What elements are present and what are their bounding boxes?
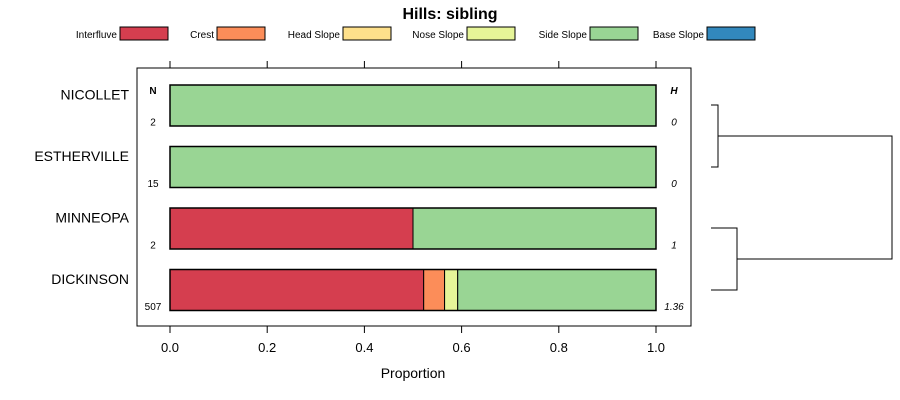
- x-tick-label: 0.2: [258, 340, 276, 355]
- h-column-header: H: [670, 86, 678, 97]
- row-label-dickinson: DICKINSON: [51, 271, 129, 287]
- legend-label-side-slope: Side Slope: [539, 30, 588, 41]
- legend-swatch-interfluve: [119, 26, 169, 41]
- x-axis-title: Proportion: [381, 365, 446, 381]
- bar-segment-dickinson-interfluve: [169, 269, 425, 311]
- h-value-minneopa: 1: [671, 241, 677, 252]
- n-value-minneopa: 2: [150, 241, 156, 252]
- legend-swatch-crest: [216, 26, 266, 41]
- legend-swatch-head-slope: [342, 26, 392, 41]
- legend-label-crest: Crest: [190, 30, 214, 41]
- dendrogram-branch-top: [711, 104, 719, 168]
- n-value-nicollet: 2: [150, 118, 156, 129]
- legend-label-nose-slope: Nose Slope: [412, 30, 464, 41]
- x-axis: 0.0 0.2 0.4 0.6 0.8 1.0: [161, 61, 665, 355]
- legend-swatch-base-slope: [706, 26, 756, 41]
- legend-label-head-slope: Head Slope: [288, 30, 341, 41]
- dendrogram-branch-bottom: [711, 227, 738, 291]
- bar-outline-nicollet: [169, 84, 657, 127]
- legend-label-interfluve: Interfluve: [76, 30, 118, 41]
- dendrogram: [711, 104, 893, 291]
- bar-segment-minneopa-interfluve: [169, 207, 414, 250]
- h-value-nicollet: 0: [671, 118, 677, 129]
- n-value-dickinson: 507: [145, 302, 162, 313]
- x-tick-label: 0.4: [355, 340, 373, 355]
- row-label-nicollet: NICOLLET: [61, 87, 130, 103]
- bar-segment-estherville-side-slope: [169, 146, 657, 188]
- bar-outline-dickinson: [169, 268, 657, 312]
- x-tick-label: 0.6: [453, 340, 471, 355]
- h-value-estherville: 0: [671, 179, 677, 190]
- plot-panel: [136, 67, 692, 327]
- bar-outline-minneopa: [169, 207, 657, 250]
- legend-swatch-side-slope: [589, 26, 639, 41]
- x-tick-label: 1.0: [647, 340, 665, 355]
- bar-segment-nicollet-side-slope: [169, 84, 657, 127]
- legend-label-base-slope: Base Slope: [653, 30, 705, 41]
- n-value-estherville: 15: [147, 179, 159, 190]
- row-label-minneopa: MINNEOPA: [55, 210, 129, 226]
- chart-title: Hills: sibling: [402, 6, 497, 23]
- bar-segment-dickinson-crest: [423, 269, 446, 311]
- row-label-estherville: ESTHERVILLE: [34, 148, 129, 164]
- bar-segment-dickinson-side-slope: [457, 269, 657, 311]
- x-tick-label: 0.0: [161, 340, 179, 355]
- h-value-dickinson: 1.36: [664, 302, 684, 313]
- bar-outline-estherville: [169, 145, 657, 189]
- legend: Interfluve Crest Head Slope Nose Slope Side …: [76, 26, 756, 41]
- bars-group: [169, 84, 657, 312]
- x-tick-label: 0.8: [550, 340, 568, 355]
- row-annotations: N H 2 0 15 0 2 1 507 1.36: [145, 86, 685, 313]
- bar-segment-minneopa-side-slope: [412, 207, 657, 250]
- dendrogram-branch-root: [718, 135, 893, 260]
- legend-swatch-nose-slope: [466, 26, 516, 41]
- row-labels: NICOLLET ESTHERVILLE MINNEOPA DICKINSON: [34, 87, 129, 288]
- bar-segment-dickinson-nose-slope: [444, 269, 459, 311]
- n-column-header: N: [149, 86, 156, 97]
